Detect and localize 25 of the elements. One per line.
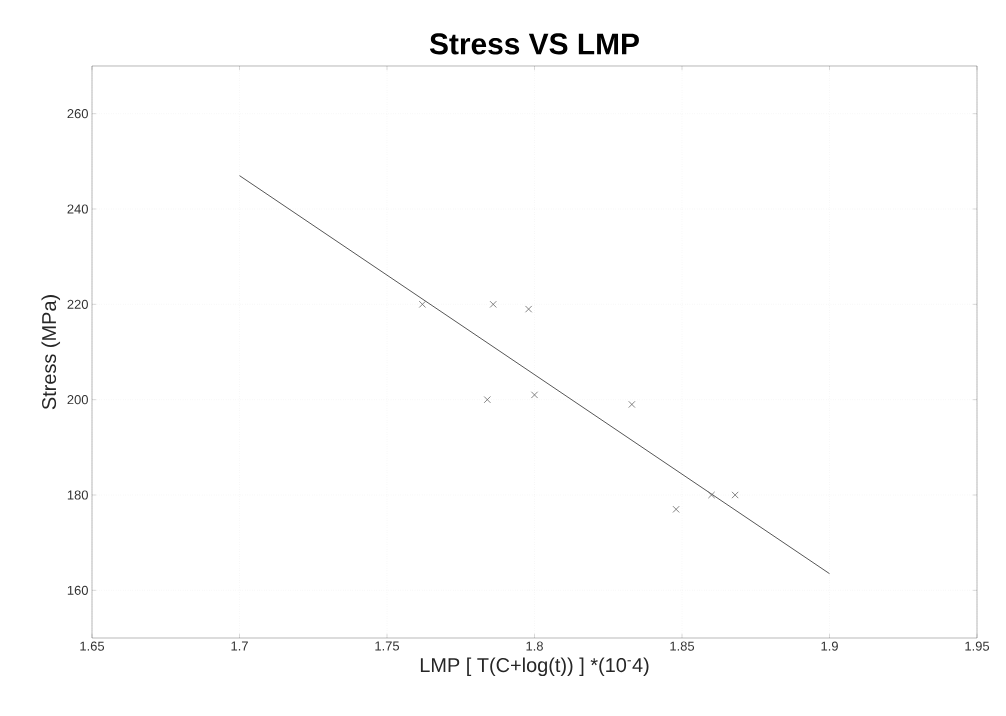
y-tick-label: 220	[67, 299, 88, 309]
x-tick-label: 1.7	[231, 641, 248, 651]
point	[628, 400, 636, 408]
x-tick-label: 1.75	[375, 641, 400, 651]
point	[707, 491, 716, 499]
y-tick-label: 240	[67, 204, 88, 214]
y-axis-title: Stress (MPa)	[41, 295, 61, 410]
point	[530, 391, 539, 399]
y-tick-label: 160	[67, 585, 88, 595]
point	[489, 300, 497, 308]
x-tick-label: 1.65	[80, 641, 105, 651]
x-axis-title: LMP [ T(C+log(t)) ] *(10$^{-}$4)	[420, 657, 649, 677]
x-tick-label: 1.85	[670, 641, 695, 651]
y-tick-label: 180	[67, 490, 88, 500]
chart-title: Stress VS LMP	[429, 33, 639, 55]
x-tick-label: 1.8	[526, 641, 543, 651]
x-tick-label: 1.95	[965, 641, 990, 651]
point	[731, 491, 739, 499]
y-tick-label: 260	[67, 109, 88, 119]
x-tick-label: 1.9	[821, 641, 838, 651]
point	[525, 305, 533, 313]
point	[672, 505, 680, 513]
point	[483, 396, 491, 404]
y-tick-label: 200	[67, 395, 88, 405]
point	[418, 300, 426, 308]
